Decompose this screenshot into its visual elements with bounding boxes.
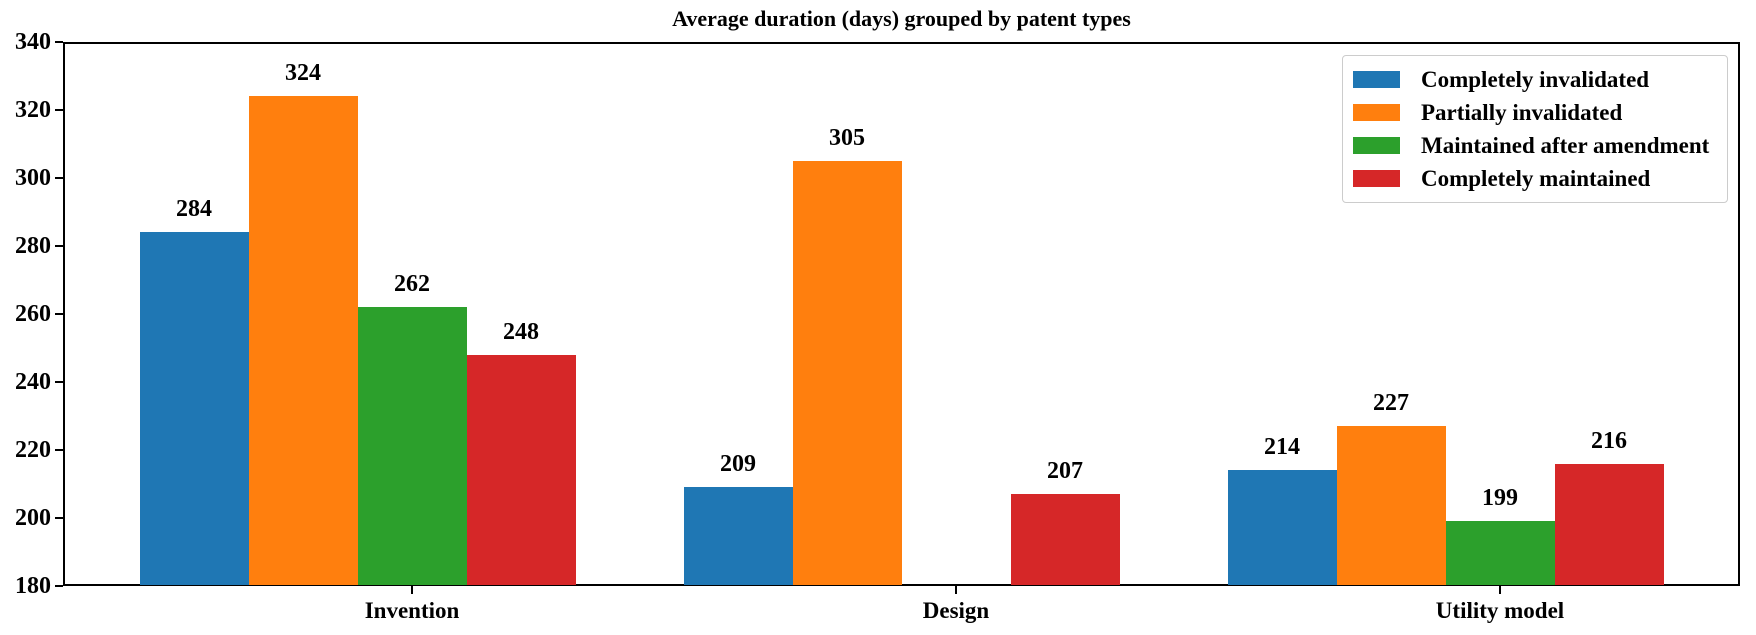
legend-swatch-icon	[1353, 71, 1400, 88]
bar-completely-invalidated	[1227, 470, 1337, 585]
x-tick-mark	[955, 586, 957, 594]
bar-value-label: 284	[176, 196, 212, 223]
y-tick-mark	[55, 245, 63, 247]
legend-label: Completely invalidated	[1421, 66, 1650, 92]
y-tick-label: 300	[15, 165, 51, 191]
y-tick-mark	[55, 109, 63, 111]
bar-partially-invalidated	[248, 96, 358, 585]
y-tick-mark	[55, 585, 63, 587]
bar-maintained-after-amendment	[1445, 521, 1555, 585]
x-tick-mark	[411, 586, 413, 594]
bar-maintained-after-amendment	[357, 307, 467, 585]
bar-value-label: 216	[1591, 427, 1627, 454]
bar-value-label: 248	[503, 318, 539, 345]
y-tick-label: 200	[15, 505, 51, 531]
legend-swatch-icon	[1353, 137, 1400, 154]
x-tick-mark	[1499, 586, 1501, 594]
legend-item: Completely invalidated	[1353, 63, 1715, 96]
chart-title: Average duration (days) grouped by paten…	[672, 6, 1131, 31]
y-tick-mark	[55, 313, 63, 315]
bar-value-label: 305	[829, 125, 865, 151]
bar-value-label: 262	[394, 271, 430, 298]
legend-label: Completely maintained	[1421, 165, 1651, 191]
y-tick-mark	[55, 41, 63, 43]
bar-value-label: 209	[720, 451, 756, 478]
legend-item: Maintained after amendment	[1353, 129, 1715, 162]
legend-item: Completely maintained	[1353, 162, 1715, 195]
bar-value-label: 324	[285, 60, 321, 87]
y-tick-mark	[55, 517, 63, 519]
y-tick-mark	[55, 449, 63, 451]
legend: Completely invalidated Partially invalida…	[1342, 55, 1728, 203]
bar-completely-maintained	[1010, 494, 1120, 585]
y-tick-label: 340	[15, 29, 51, 55]
legend-item: Partially invalidated	[1353, 96, 1715, 129]
legend-label: Maintained after amendment	[1421, 132, 1710, 158]
bar-value-label: 207	[1047, 458, 1083, 485]
legend-label: Partially invalidated	[1421, 99, 1623, 125]
y-tick-mark	[55, 381, 63, 383]
x-category-label: Design	[922, 598, 990, 623]
x-category-label: Invention	[364, 598, 460, 623]
bar-completely-invalidated	[683, 487, 793, 585]
bar-completely-maintained	[1554, 463, 1664, 585]
legend-swatch-icon	[1353, 170, 1400, 187]
bar-value-label: 227	[1373, 390, 1409, 417]
x-category-label: Utility model	[1435, 598, 1565, 623]
y-tick-label: 280	[15, 233, 51, 259]
legend-swatch-icon	[1353, 104, 1400, 121]
y-tick-label: 320	[15, 97, 51, 123]
bar-value-label: 214	[1264, 434, 1300, 461]
y-tick-label: 180	[15, 573, 51, 599]
y-tick-label: 240	[15, 369, 51, 395]
bar-completely-invalidated	[139, 232, 249, 585]
bar-partially-invalidated	[1336, 426, 1446, 585]
bar-value-label: 199	[1482, 485, 1518, 512]
y-tick-mark	[55, 177, 63, 179]
bar-completely-maintained	[466, 354, 576, 585]
bar-partially-invalidated	[792, 161, 902, 585]
y-tick-label: 260	[15, 301, 51, 327]
y-tick-label: 220	[15, 437, 51, 463]
